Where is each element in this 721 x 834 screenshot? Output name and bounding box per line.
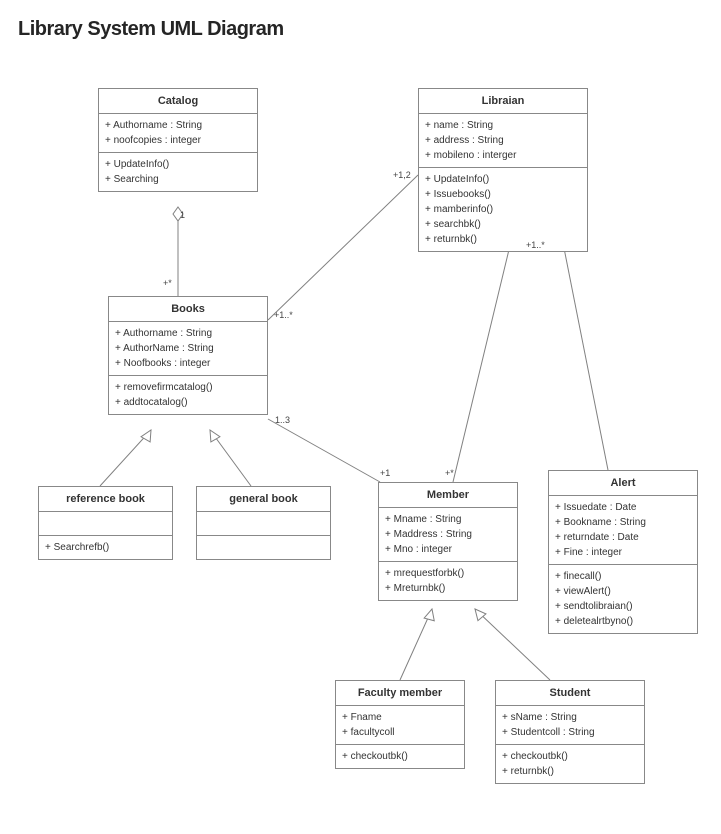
edge-inherit xyxy=(400,609,432,680)
attr-line: + Authorname : String xyxy=(105,118,251,133)
page-title: Library System UML Diagram xyxy=(18,18,284,41)
edge-assoc xyxy=(268,175,418,320)
label-member-plus1: +1 xyxy=(380,468,390,478)
op-line: + Searching xyxy=(105,172,251,187)
class-name: Alert xyxy=(549,471,697,496)
label-member-star: +* xyxy=(445,468,454,478)
class-faculty-member: Faculty member+ Fname+ facultycoll+ chec… xyxy=(335,680,465,769)
op-line: + Issuebooks() xyxy=(425,187,581,202)
class-attributes: + sName : String+ Studentcoll : String xyxy=(496,706,644,745)
attr-line: + noofcopies : integer xyxy=(105,133,251,148)
class-name: Catalog xyxy=(99,89,257,114)
label-lib-12: +1,2 xyxy=(393,170,411,180)
class-student: Student+ sName : String+ Studentcoll : S… xyxy=(495,680,645,784)
attr-line xyxy=(203,516,324,531)
class-attributes xyxy=(39,512,172,536)
class-operations: + mrequestforbk()+ Mreturnbk() xyxy=(379,562,517,600)
attr-line: + Fine : integer xyxy=(555,545,691,560)
edge-assoc xyxy=(268,419,380,482)
label-books-13: 1..3 xyxy=(275,415,290,425)
attr-line xyxy=(45,516,166,531)
attr-line: + mobileno : interger xyxy=(425,148,581,163)
class-name: Libraian xyxy=(419,89,587,114)
inherit-arrow-icon xyxy=(141,430,151,442)
class-attributes xyxy=(197,512,330,536)
op-line: + removefirmcatalog() xyxy=(115,380,261,395)
attr-line: + Noofbooks : integer xyxy=(115,356,261,371)
class-operations: + Searchrefb() xyxy=(39,536,172,559)
attr-line: + Fname xyxy=(342,710,458,725)
label-books-lib: +1..* xyxy=(274,310,293,320)
class-name: reference book xyxy=(39,487,172,512)
class-operations: + checkoutbk() xyxy=(336,745,464,768)
class-attributes: + Authorname : String+ noofcopies : inte… xyxy=(99,114,257,153)
inherit-arrow-icon xyxy=(475,609,486,621)
op-line: + checkoutbk() xyxy=(502,749,638,764)
op-line: + Searchrefb() xyxy=(45,540,166,555)
op-line: + Mreturnbk() xyxy=(385,581,511,596)
label-catalog-1: 1 xyxy=(180,210,185,220)
edge-inherit xyxy=(475,609,550,680)
op-line: + mamberinfo() xyxy=(425,202,581,217)
op-line: + mrequestforbk() xyxy=(385,566,511,581)
class-name: Faculty member xyxy=(336,681,464,706)
class-general-book: general book xyxy=(196,486,331,560)
op-line: + viewAlert() xyxy=(555,584,691,599)
class-attributes: + Mname : String+ Maddress : String+ Mno… xyxy=(379,508,517,562)
class-attributes: + Issuedate : Date+ Bookname : String+ r… xyxy=(549,496,697,565)
class-operations: + removefirmcatalog()+ addtocatalog() xyxy=(109,376,267,414)
class-name: general book xyxy=(197,487,330,512)
op-line: + UpdateInfo() xyxy=(425,172,581,187)
class-name: Student xyxy=(496,681,644,706)
class-attributes: + name : String+ address : String+ mobil… xyxy=(419,114,587,168)
op-line: + searchbk() xyxy=(425,217,581,232)
op-line: + finecall() xyxy=(555,569,691,584)
attr-line: + Mname : String xyxy=(385,512,511,527)
class-attributes: + Fname+ facultycoll xyxy=(336,706,464,745)
class-catalog: Catalog+ Authorname : String+ noofcopies… xyxy=(98,88,258,192)
label-books-star: +* xyxy=(163,278,172,288)
edge-inherit xyxy=(210,430,251,486)
op-line: + returnbk() xyxy=(502,764,638,779)
edge-inherit xyxy=(100,430,151,486)
class-name: Books xyxy=(109,297,267,322)
attr-line: + Authorname : String xyxy=(115,326,261,341)
attr-line: + sName : String xyxy=(502,710,638,725)
op-line xyxy=(203,540,324,555)
op-line: + deletealrtbyno() xyxy=(555,614,691,629)
edge-assoc xyxy=(561,233,608,470)
class-operations: + UpdateInfo()+ Searching xyxy=(99,153,257,191)
attr-line: + Maddress : String xyxy=(385,527,511,542)
class-operations: + finecall()+ viewAlert()+ sendtolibraia… xyxy=(549,565,697,633)
attr-line: + address : String xyxy=(425,133,581,148)
class-reference-book: reference book + Searchrefb() xyxy=(38,486,173,560)
op-line: + UpdateInfo() xyxy=(105,157,251,172)
attr-line: + Issuedate : Date xyxy=(555,500,691,515)
op-line: + addtocatalog() xyxy=(115,395,261,410)
attr-line: + Bookname : String xyxy=(555,515,691,530)
op-line: + returnbk() xyxy=(425,232,581,247)
inherit-arrow-icon xyxy=(210,430,220,442)
class-libraian: Libraian+ name : String+ address : Strin… xyxy=(418,88,588,252)
op-line: + checkoutbk() xyxy=(342,749,458,764)
attr-line: + name : String xyxy=(425,118,581,133)
class-operations: + checkoutbk()+ returnbk() xyxy=(496,745,644,783)
class-name: Member xyxy=(379,483,517,508)
edge-assoc xyxy=(453,233,513,482)
label-lib-1star: +1..* xyxy=(526,240,545,250)
attr-line: + Studentcoll : String xyxy=(502,725,638,740)
class-books: Books+ Authorname : String+ AuthorName :… xyxy=(108,296,268,415)
attr-line: + AuthorName : String xyxy=(115,341,261,356)
class-attributes: + Authorname : String+ AuthorName : Stri… xyxy=(109,322,267,376)
inherit-arrow-icon xyxy=(424,609,434,621)
op-line: + sendtolibraian() xyxy=(555,599,691,614)
class-operations: + UpdateInfo()+ Issuebooks()+ mamberinfo… xyxy=(419,168,587,251)
class-operations xyxy=(197,536,330,559)
attr-line: + Mno : integer xyxy=(385,542,511,557)
class-alert: Alert+ Issuedate : Date+ Bookname : Stri… xyxy=(548,470,698,634)
attr-line: + facultycoll xyxy=(342,725,458,740)
class-member: Member+ Mname : String+ Maddress : Strin… xyxy=(378,482,518,601)
attr-line: + returndate : Date xyxy=(555,530,691,545)
